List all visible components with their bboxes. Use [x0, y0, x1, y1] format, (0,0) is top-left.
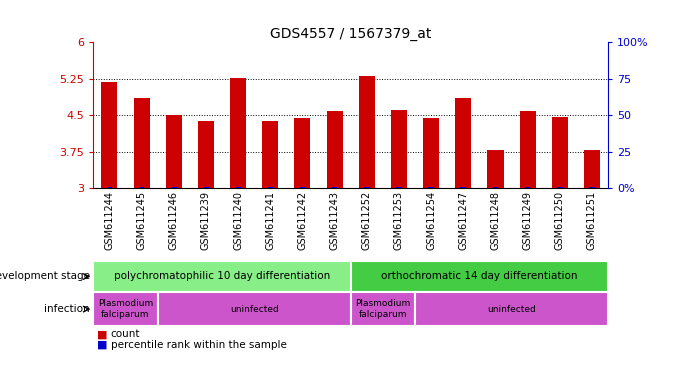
Bar	[294, 118, 310, 188]
Bar	[351, 292, 415, 326]
Bar	[391, 110, 407, 188]
Bar	[102, 82, 117, 188]
Text: uninfected: uninfected	[487, 305, 536, 314]
Bar	[93, 292, 158, 326]
Bar	[166, 115, 182, 188]
Bar	[133, 98, 149, 188]
Bar	[235, 187, 241, 189]
Text: uninfected: uninfected	[230, 305, 278, 314]
Text: development stage: development stage	[0, 271, 90, 281]
Bar	[493, 187, 498, 189]
Bar	[230, 78, 246, 188]
Bar	[455, 98, 471, 188]
Bar	[396, 187, 401, 189]
Bar	[364, 187, 370, 189]
Text: polychromatophilic 10 day differentiation: polychromatophilic 10 day differentiatio…	[114, 271, 330, 281]
Title: GDS4557 / 1567379_at: GDS4557 / 1567379_at	[270, 27, 431, 41]
Bar	[525, 187, 531, 189]
Bar	[93, 261, 351, 292]
Text: ■: ■	[97, 340, 107, 350]
Text: Plasmodium
falciparum: Plasmodium falciparum	[98, 300, 153, 319]
Bar	[415, 292, 608, 326]
Bar	[198, 121, 214, 188]
Bar	[327, 111, 343, 188]
Text: orthochromatic 14 day differentiation: orthochromatic 14 day differentiation	[381, 271, 578, 281]
Bar	[487, 150, 504, 188]
Bar	[428, 187, 434, 189]
Bar	[171, 187, 176, 189]
Bar	[557, 187, 562, 189]
Bar	[520, 111, 536, 188]
Text: percentile rank within the sample: percentile rank within the sample	[111, 340, 287, 350]
Text: ■: ■	[97, 329, 107, 339]
Bar	[300, 187, 305, 189]
Bar	[139, 187, 144, 189]
Bar	[262, 121, 278, 188]
Text: count: count	[111, 329, 140, 339]
Text: infection: infection	[44, 304, 90, 314]
Bar	[158, 292, 351, 326]
Bar	[589, 187, 595, 189]
Bar	[552, 117, 568, 188]
Bar	[267, 187, 273, 189]
Bar	[203, 187, 209, 189]
Bar	[106, 187, 112, 189]
Bar	[460, 187, 466, 189]
Bar	[359, 76, 375, 188]
Bar	[332, 187, 337, 189]
Bar	[351, 261, 608, 292]
Bar	[584, 150, 600, 188]
Text: Plasmodium
falciparum: Plasmodium falciparum	[355, 300, 410, 319]
Bar	[423, 118, 439, 188]
